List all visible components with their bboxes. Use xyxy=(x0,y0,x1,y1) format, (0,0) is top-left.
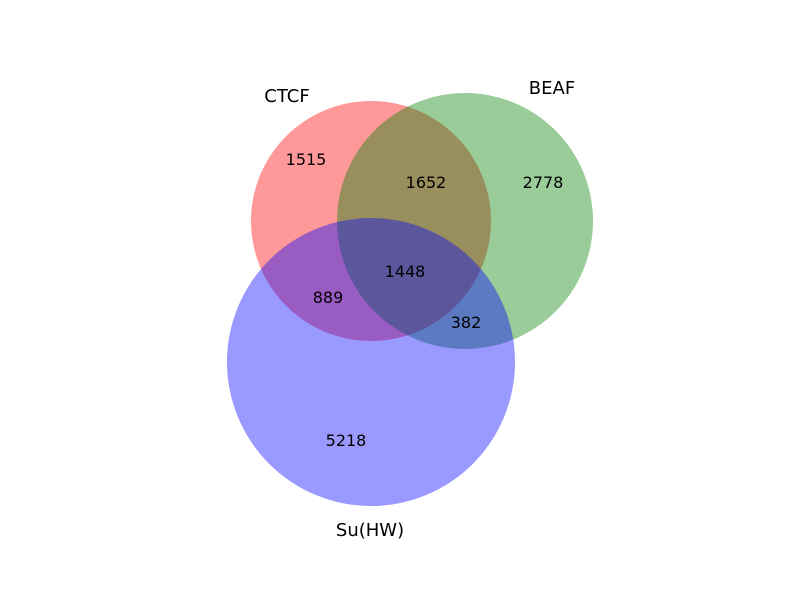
set-label-ctcf: CTCF xyxy=(264,86,309,107)
circle-suhw xyxy=(227,218,515,506)
region-beaf-suhw: 382 xyxy=(451,313,482,332)
region-ctcf-only: 1515 xyxy=(286,150,327,169)
region-suhw-only: 5218 xyxy=(326,431,367,450)
region-labels: 1515 1652 2778 1448 889 382 5218 xyxy=(286,150,564,450)
region-ctcf-beaf: 1652 xyxy=(406,173,447,192)
region-all-three: 1448 xyxy=(385,262,426,281)
circle-ctcf xyxy=(251,101,491,341)
circle-beaf xyxy=(337,93,593,349)
set-label-suhw: Su(HW) xyxy=(336,520,404,541)
region-beaf-only: 2778 xyxy=(523,173,564,192)
set-label-beaf: BEAF xyxy=(529,78,575,99)
set-labels: CTCF BEAF Su(HW) xyxy=(264,78,575,541)
region-ctcf-suhw: 889 xyxy=(313,288,344,307)
venn-circles xyxy=(227,93,593,506)
